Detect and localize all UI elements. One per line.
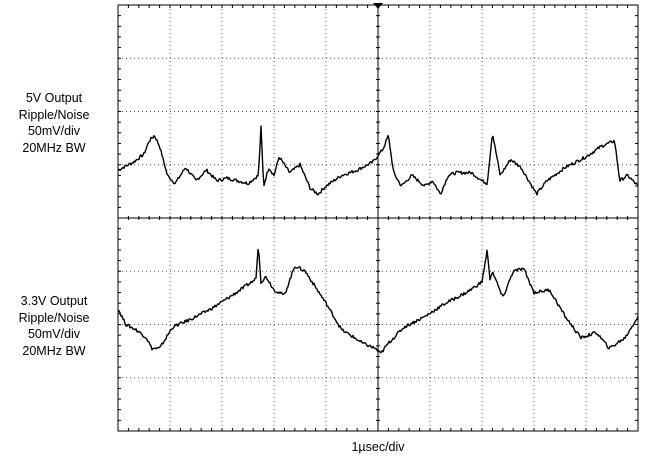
trace-channel-1 [117, 125, 639, 196]
channel-2-label-line: 20MHz BW [22, 343, 86, 358]
channel-2-label-line: 50mV/div [27, 327, 81, 341]
channel-2-label: 3.3V Output Ripple/Noise 50mV/div 20MHz … [0, 293, 108, 359]
channel-2-label-line: 3.3V Output [20, 294, 88, 308]
channel-1-label-line: 50mV/div [27, 124, 81, 138]
channel-1-label-line: 20MHz BW [22, 140, 86, 155]
channel-1-label-line: Ripple/Noise [18, 107, 90, 122]
channel-2-label-line: Ripple/Noise [18, 310, 90, 325]
traces [117, 125, 639, 354]
channel-1-label: 5V Output Ripple/Noise 50mV/div 20MHz BW [0, 90, 108, 156]
trace-channel-2 [117, 248, 639, 354]
timebase-label: 1µsec/div [351, 440, 405, 454]
graticule-ticks [118, 5, 638, 431]
channel-1-label-line: 5V Output [25, 91, 83, 105]
trigger-marker-icon [373, 3, 383, 9]
